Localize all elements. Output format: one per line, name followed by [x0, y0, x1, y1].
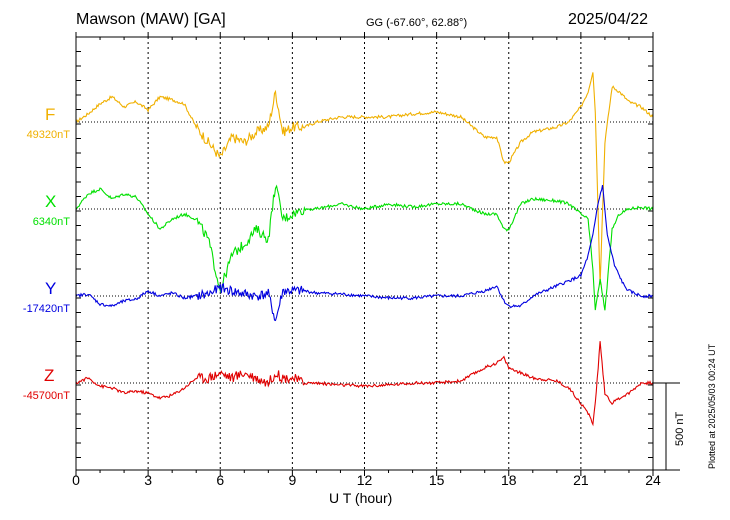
series-line-Z [75, 341, 654, 427]
series-baseline-X: 6340nT [32, 216, 70, 228]
x-tick-label-18: 18 [500, 472, 517, 488]
scale-bar-label: 500 nT [674, 411, 686, 446]
x-axis-ticks [75, 32, 654, 476]
plotted-at-note: Plotted at 2025/05/03 00:24 UT [707, 343, 717, 469]
date-label: 2025/04/22 [568, 11, 649, 28]
series-line-Y [75, 185, 654, 322]
series-lines [75, 72, 654, 427]
x-axis-title: U T (hour) [329, 490, 393, 506]
x-tick-label-12: 12 [356, 472, 373, 488]
x-tick-label-21: 21 [573, 472, 589, 488]
plot-frame [75, 36, 680, 471]
series-letter-X: X [45, 192, 57, 211]
x-tick-label-3: 3 [144, 472, 153, 488]
series-letter-F: F [45, 105, 56, 124]
series-line-X [75, 184, 654, 311]
x-tick-label-6: 6 [216, 472, 225, 488]
x-tick-label-0: 0 [72, 472, 80, 488]
x-tick-label-24: 24 [645, 472, 661, 488]
series-baseline-Z: -45700nT [22, 390, 70, 402]
series-letter-Z: Z [44, 366, 55, 385]
x-tick-label-15: 15 [428, 472, 445, 488]
grid [147, 37, 582, 470]
series-line-F [75, 72, 654, 285]
series-baseline-F: 49320nT [26, 129, 70, 141]
geographic-coords: GG (-67.60°, 62.88°) [366, 17, 468, 29]
station-title: Mawson (MAW) [GA] [76, 11, 226, 28]
x-tick-label-9: 9 [288, 472, 297, 488]
series-baseline-Y: -17420nT [22, 303, 70, 315]
series-letter-Y: Y [45, 279, 57, 298]
